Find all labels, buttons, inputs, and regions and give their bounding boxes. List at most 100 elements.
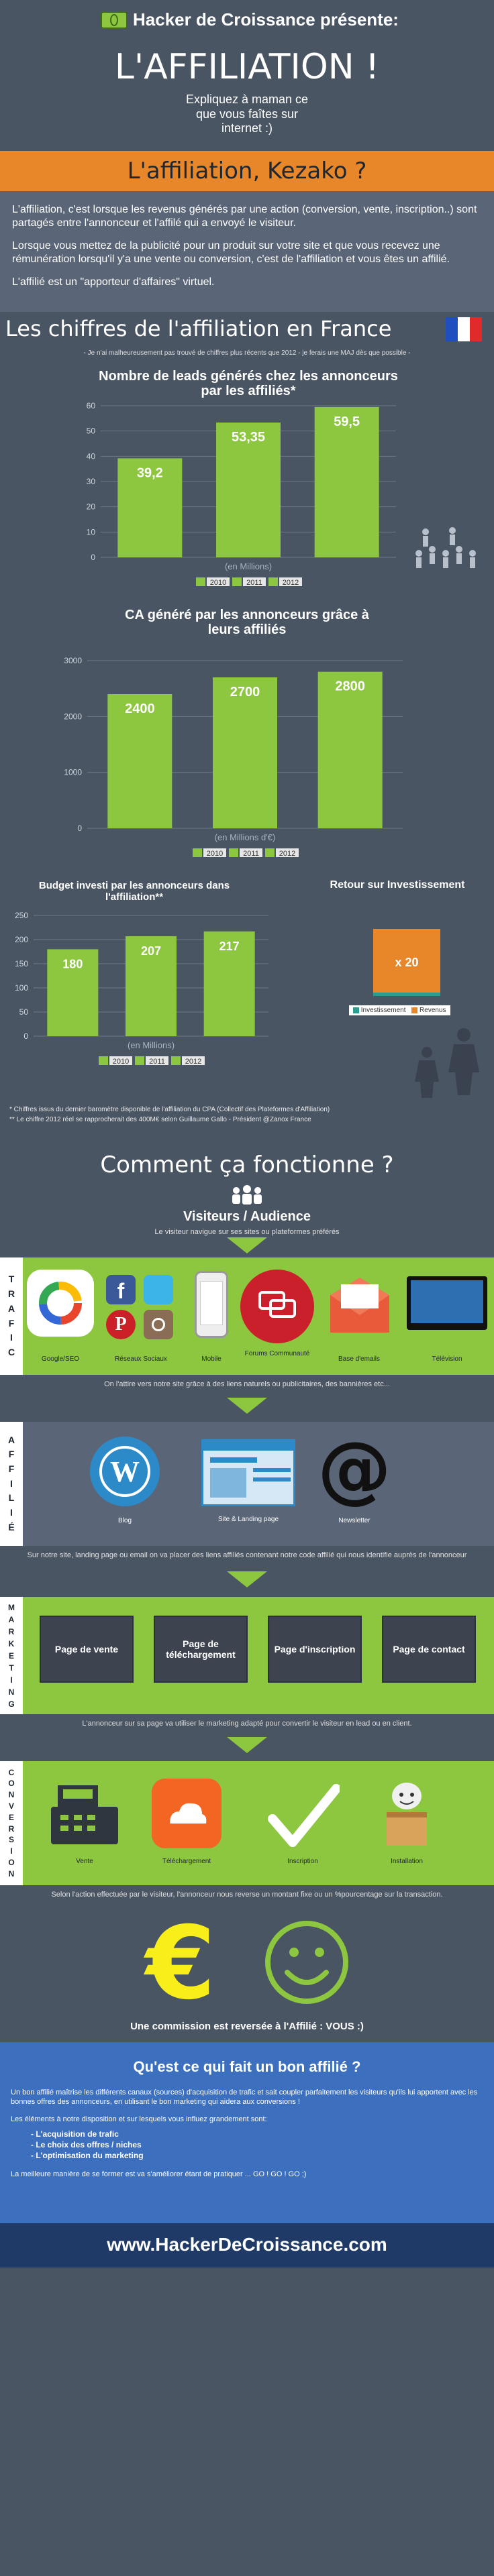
good-list-item: - L'acquisition de trafic <box>31 2129 119 2139</box>
footer-url[interactable]: www.HackerDeCroissance.com <box>107 2234 387 2255</box>
legend-box <box>203 848 226 857</box>
installer-icon <box>373 1779 440 1848</box>
visitors-caption: Le visiteur navigue sur ses sites ou pla… <box>154 1228 340 1236</box>
x-axis-label: (en Millions) <box>128 1040 175 1050</box>
trafic-icons: Google/SEO f P Réseaux Sociaux Mobile Fo… <box>27 1270 490 1370</box>
page-subtitle: Expliquez à maman ce que vous faîtes sur… <box>185 93 309 135</box>
facebook-icon: f <box>106 1275 136 1304</box>
legend-swatch <box>229 848 238 857</box>
social-icons: f P <box>106 1275 180 1342</box>
bar <box>126 936 177 1036</box>
data-label: 180 <box>62 957 83 970</box>
television-caption: Télévision <box>432 1355 462 1363</box>
legend-label: 2011 <box>246 579 262 587</box>
y-tick-label: 0 <box>23 1031 28 1041</box>
x-axis-label: (en Millions) <box>225 561 272 571</box>
download-page-card: Page de téléchargement <box>154 1616 248 1683</box>
y-tick-label: 40 <box>87 451 96 461</box>
arrow-down-icon <box>227 1737 267 1753</box>
y-tick-label: 50 <box>87 427 96 436</box>
sales-page-card: Page de vente <box>40 1616 134 1683</box>
affilie-caption-row: Sur notre site, landing page ou email on… <box>0 1546 494 1597</box>
commission-section: € Une commission est reversée à l'Affili… <box>0 1908 494 2042</box>
bar <box>107 694 172 828</box>
header: Hacker de Croissance présente: L'AFFILIA… <box>0 0 494 151</box>
kezako-p3: L'affilié est un "apporteur d'affaires" … <box>12 276 215 288</box>
legend-swatch <box>196 577 205 586</box>
legend-swatch <box>171 1056 181 1065</box>
bar <box>117 458 183 557</box>
page-title: L'AFFILIATION ! <box>114 47 380 87</box>
kezako-p2: Lorsque vous mettez de la publicité pour… <box>12 240 450 265</box>
good-p2: Les éléments à notre disposition et sur … <box>11 2115 267 2123</box>
roi-legend-revenus: Revenus <box>419 1007 446 1014</box>
y-tick-label: 60 <box>87 401 96 410</box>
legend-box <box>109 1056 132 1065</box>
legend-swatch <box>232 577 242 586</box>
legend-label: 2010 <box>207 850 223 858</box>
good-affiliate: Qu'est ce qui fait un bon affilié ? Un b… <box>0 2042 494 2223</box>
legend-label: 2011 <box>149 1058 165 1066</box>
legend-label: 2011 <box>243 850 259 858</box>
y-tick-label: 2000 <box>64 712 82 721</box>
money-icon <box>101 11 128 29</box>
how-heading: Comment ça fonctionne ? <box>100 1152 394 1178</box>
installation-caption: Installation <box>391 1858 423 1865</box>
pinterest-icon: P <box>106 1310 136 1339</box>
y-tick-label: 0 <box>91 553 95 562</box>
footer: www.HackerDeCroissance.com <box>0 2223 494 2267</box>
trafic-caption: On l'attire vers notre site grâce à des … <box>104 1380 390 1388</box>
wordpress-icon: W <box>90 1437 160 1506</box>
legend-swatch <box>193 848 202 857</box>
france-flag-icon <box>446 317 482 341</box>
figures-header: Les chiffres de l'affiliation en France … <box>0 312 494 366</box>
how-header: Comment ça fonctionne ? Visiteurs / Audi… <box>0 1143 494 1257</box>
inscription-caption: Inscription <box>287 1858 318 1865</box>
legend-swatch <box>265 848 275 857</box>
vente-caption: Vente <box>76 1858 93 1865</box>
google-icon <box>27 1270 94 1337</box>
blog-caption: Blog <box>117 1517 132 1524</box>
instagram-icon <box>144 1310 173 1339</box>
bar <box>314 406 379 557</box>
marketing-caption: L'annonceur sur sa page va utiliser le m… <box>82 1720 412 1728</box>
y-tick-label: 50 <box>19 1007 29 1017</box>
legend-box <box>182 1056 205 1065</box>
roi-bar: x 20 <box>373 929 440 996</box>
budget-chart: Budget investi par les annonceurs dansl'… <box>15 880 268 1066</box>
figures-heading: Les chiffres de l'affiliation en France <box>5 316 392 341</box>
euro-icon: € <box>145 1905 216 2022</box>
roi-title: Retour sur Investissement <box>330 879 465 891</box>
figures-disclaimer: - Je n'ai malheureusement pas trouvé de … <box>83 349 411 357</box>
conversion-caption: Selon l'action effectuée par le visiteur… <box>51 1891 443 1899</box>
chart-title: par les affiliés* <box>201 384 295 398</box>
twitter-icon <box>144 1275 173 1304</box>
good-list: - L'acquisition de trafic - Le choix des… <box>11 2129 483 2162</box>
arrow-down-icon <box>227 1571 267 1587</box>
ca-chart: CA généré par les annonceurs grâce àleur… <box>64 608 403 858</box>
bar <box>216 423 281 557</box>
x-axis-label: (en Millions d'€) <box>215 832 276 842</box>
people-icon <box>411 526 485 580</box>
bar <box>213 677 277 828</box>
television-icon <box>407 1276 487 1330</box>
y-tick-label: 3000 <box>64 656 82 665</box>
legend-box <box>240 848 262 857</box>
bar <box>317 671 383 828</box>
roi-invest-bar <box>373 993 440 996</box>
marketing-cards: Page de vente Page de téléchargement Pag… <box>30 1616 486 1696</box>
good-p3: La meilleure manière de se former est va… <box>11 2170 307 2179</box>
chart-leads: Nombre de leads générés chez les annonce… <box>0 366 494 600</box>
forum-icon <box>240 1270 314 1343</box>
chart-ca: CA généré par les annonceurs grâce à leur… <box>0 600 494 875</box>
business-people-icon <box>400 1025 487 1099</box>
legend-label: 2010 <box>210 579 226 587</box>
brand-row: Hacker de Croissance présente: <box>101 9 399 30</box>
data-label: 59,5 <box>334 414 360 429</box>
arrow-down-icon <box>227 1237 267 1253</box>
